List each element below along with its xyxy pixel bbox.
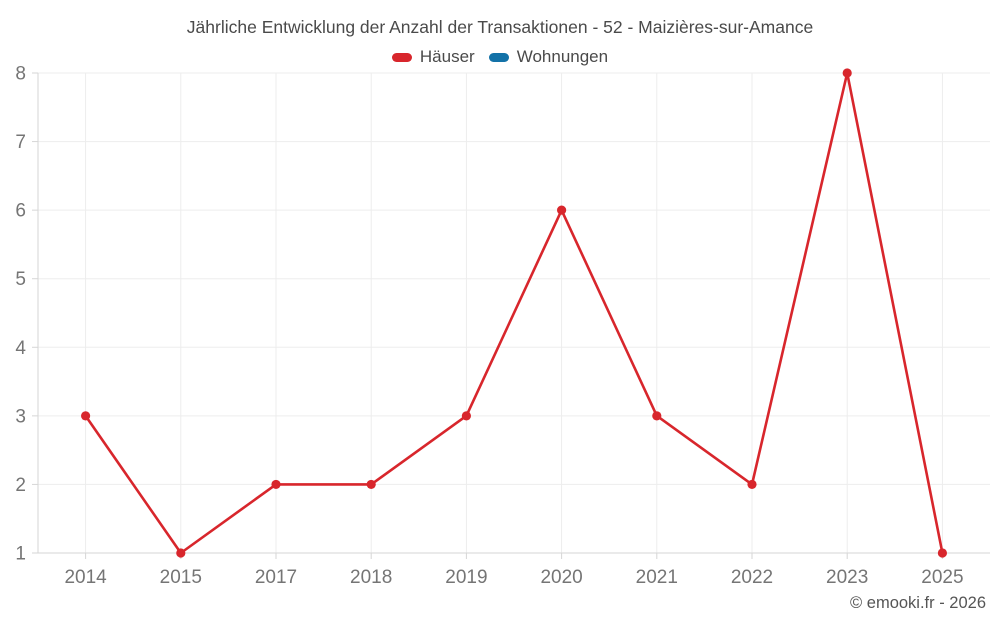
y-tick-label: 3 (15, 406, 26, 427)
y-tick-label: 1 (15, 544, 26, 565)
data-point[interactable] (366, 479, 376, 490)
legend-item-wohnungen[interactable]: Wohnungen (488, 47, 609, 67)
legend-label-haeuser: Häuser (419, 47, 475, 66)
watermark: © emooki.fr - 2026 (850, 594, 986, 612)
legend-swatch-haeuser (391, 52, 412, 62)
data-point[interactable] (557, 205, 567, 215)
x-tick-label: 2017 (255, 567, 297, 588)
y-tick-label: 6 (15, 201, 26, 222)
chart-title: Jährliche Entwicklung der Anzahl der Tra… (186, 17, 814, 37)
y-tick-label: 2 (15, 475, 26, 496)
x-tick-label: 2018 (350, 567, 392, 588)
data-point[interactable] (652, 411, 662, 421)
y-tick-label: 7 (15, 132, 26, 153)
x-tick-label: 2023 (826, 567, 868, 588)
x-tick-label: 2020 (540, 567, 582, 588)
x-tick-label: 2019 (445, 567, 487, 588)
data-point[interactable] (461, 411, 471, 421)
chart-legend: Häuser Wohnungen (0, 46, 1000, 68)
x-tick-label: 2014 (64, 567, 107, 588)
x-tick-label: 2025 (921, 567, 963, 588)
legend-swatch-wohnungen (488, 52, 509, 62)
data-point[interactable] (271, 479, 281, 490)
data-point[interactable] (937, 548, 948, 558)
data-point[interactable] (842, 68, 852, 78)
x-tick-label: 2015 (160, 567, 202, 588)
x-tick-label: 2021 (636, 567, 678, 588)
data-point[interactable] (176, 548, 186, 558)
data-point[interactable] (81, 411, 91, 421)
series-line (84, 71, 944, 555)
y-tick-label: 5 (15, 269, 26, 290)
x-tick-label: 2022 (731, 567, 773, 588)
legend-item-haeuser[interactable]: Häuser (391, 47, 475, 67)
y-tick-label: 8 (15, 64, 26, 85)
data-point[interactable] (747, 479, 757, 490)
y-tick-label: 4 (15, 338, 26, 359)
legend-label-wohnungen: Wohnungen (516, 47, 609, 66)
